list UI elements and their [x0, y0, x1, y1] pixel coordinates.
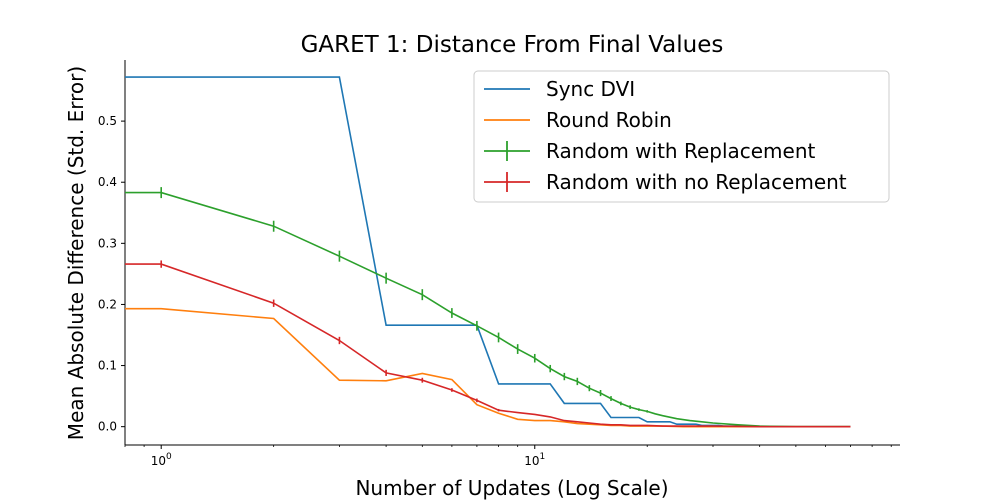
y-tick-label: 0.4: [98, 175, 117, 189]
y-tick-label: 0.2: [98, 297, 117, 311]
legend-item: Random with no Replacement: [484, 170, 847, 194]
legend-item: Random with Replacement: [484, 139, 816, 163]
x-axis-label: Number of Updates (Log Scale): [355, 476, 668, 500]
legend-label: Round Robin: [546, 108, 672, 132]
x-tick-label: 101: [524, 452, 545, 468]
legend: Sync DVI Round Robin Random with Replaceme…: [473, 70, 890, 203]
legend-label: Random with Replacement: [546, 139, 816, 163]
series-random-with-no-replacement: [125, 260, 851, 428]
y-tick-label: 0.1: [98, 359, 117, 373]
legend-label: Sync DVI: [546, 77, 635, 101]
series-layer: [125, 76, 851, 428]
series-random-with-replacement: [125, 187, 851, 428]
series-line: [125, 191, 851, 428]
series-line: [125, 307, 851, 428]
x-tick-label-base: 10: [524, 454, 539, 468]
legend-item: Round Robin: [484, 108, 672, 132]
y-axis-label: Mean Absolute Difference (Std. Error): [64, 66, 88, 440]
x-tick-label-exponent: 1: [540, 452, 546, 462]
y-tick-label: 0.3: [98, 236, 117, 250]
legend-label: Random with no Replacement: [546, 170, 847, 194]
y-tick-label: 0.5: [98, 114, 117, 128]
legend-box: [473, 70, 890, 203]
chart-title: GARET 1: Distance From Final Values: [301, 32, 724, 58]
legend-item: Sync DVI: [484, 77, 635, 101]
series-line: [125, 263, 851, 428]
x-tick-label-exponent: 0: [166, 452, 172, 462]
x-tick-label-base: 10: [151, 454, 166, 468]
x-tick-label: 100: [151, 452, 172, 468]
y-tick-label: 0.0: [98, 420, 117, 434]
series-round-robin: [125, 307, 851, 428]
